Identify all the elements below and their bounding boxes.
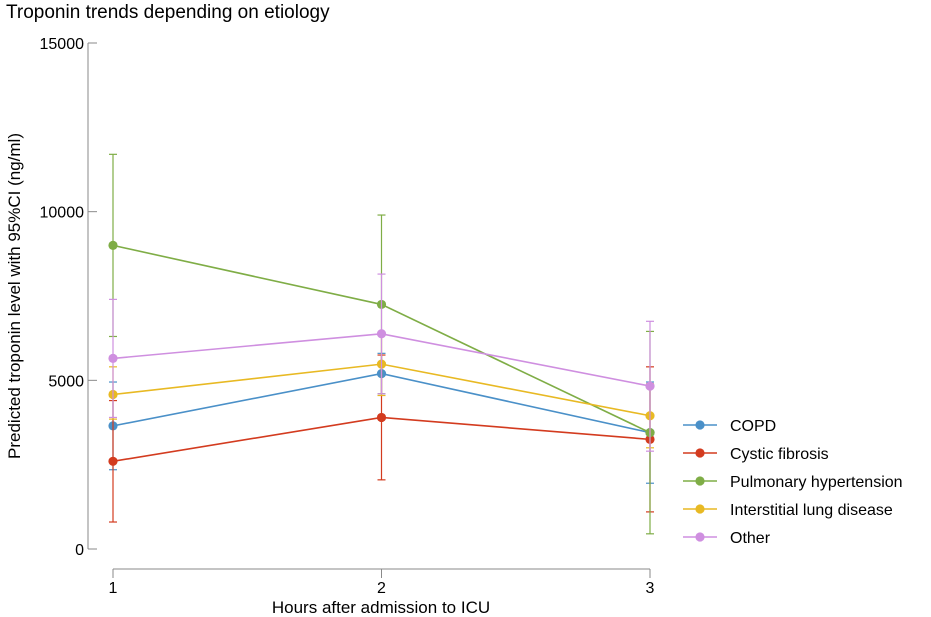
data-point	[376, 412, 387, 423]
legend-marker	[695, 504, 705, 514]
legend-label: Cystic fibrosis	[730, 446, 829, 463]
series-group	[108, 153, 655, 535]
x-tick-label: 2	[377, 580, 386, 597]
data-point	[108, 456, 118, 466]
data-point	[108, 240, 118, 250]
chart-title: Troponin trends depending on etiology	[6, 2, 330, 23]
legend-marker	[695, 420, 705, 430]
data-point	[108, 353, 118, 364]
legend-item: COPD	[683, 418, 776, 435]
data-point	[376, 329, 387, 339]
x-tick-label: 1	[109, 580, 118, 597]
y-tick-label: 0	[75, 542, 84, 559]
y-tick-label: 15000	[40, 36, 85, 53]
legend-marker	[695, 532, 705, 542]
legend-item: Cystic fibrosis	[683, 446, 829, 463]
y-tick-label: 10000	[40, 205, 85, 222]
y-axis-ticks: 0 5000 10000 15000	[40, 36, 97, 559]
legend-marker	[695, 476, 705, 486]
legend-item: Pulmonary hypertension	[683, 474, 903, 491]
y-axis-label: Predicted troponin level with 95%CI (ng/…	[5, 133, 24, 459]
legend-item: Other	[683, 530, 771, 547]
legend: COPD Cystic fibrosis Pulmonary hypertensio…	[683, 418, 903, 547]
legend-label: Other	[730, 530, 771, 547]
legend-label: COPD	[730, 418, 776, 435]
legend-item: Interstitial lung disease	[683, 502, 893, 519]
series-other	[108, 273, 655, 452]
x-axis-label: Hours after admission to ICU	[272, 598, 490, 617]
data-point	[645, 381, 655, 391]
x-tick-label: 3	[646, 580, 655, 597]
x-axis-ticks: 1 2 3	[109, 569, 655, 597]
legend-label: Pulmonary hypertension	[730, 474, 903, 491]
y-tick-label: 5000	[48, 373, 84, 390]
legend-marker	[695, 448, 705, 458]
legend-label: Interstitial lung disease	[730, 502, 893, 519]
